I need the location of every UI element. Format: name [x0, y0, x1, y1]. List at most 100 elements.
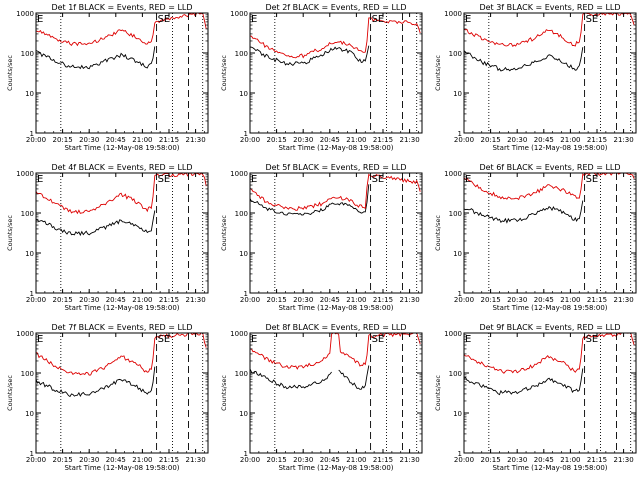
- plot-frame: [463, 172, 637, 294]
- plot-frame: [463, 332, 637, 454]
- x-tick-label: 20:30: [293, 296, 313, 304]
- y-axis-label: Counts/sec: [6, 375, 14, 411]
- x-tick-label: 20:30: [79, 136, 99, 144]
- marker-label: E: [251, 14, 257, 25]
- series-events-line: [249, 365, 370, 390]
- y-axis-label: Counts/sec: [220, 375, 228, 411]
- panel-title: Det 9f BLACK = Events, RED = LLD: [479, 323, 620, 332]
- marker-label: E: [251, 334, 257, 345]
- x-tick-label: 20:15: [481, 456, 501, 464]
- x-tick-label: 21:00: [560, 136, 580, 144]
- y-tick-label: 10: [239, 250, 248, 258]
- series-events-line: [463, 47, 584, 72]
- x-tick-label: 21:00: [132, 456, 152, 464]
- series-lld-line: [463, 332, 635, 374]
- y-tick-label: 10: [239, 410, 248, 418]
- y-tick-label: 10: [453, 250, 462, 258]
- plot-frame: [249, 332, 423, 454]
- y-tick-label: 10: [25, 410, 34, 418]
- y-tick-label: 1: [244, 130, 248, 138]
- panel-title: Det 5f BLACK = Events, RED = LLD: [265, 163, 406, 172]
- x-tick-label: 21:30: [185, 296, 205, 304]
- panel-title: Det 4f BLACK = Events, RED = LLD: [51, 163, 192, 172]
- x-axis-label: Start Time (12-May-08 19:58:00): [64, 144, 179, 152]
- x-tick-label: 20:30: [79, 296, 99, 304]
- y-tick-label: 1000: [230, 170, 248, 178]
- panel-title: Det 6f BLACK = Events, RED = LLD: [479, 163, 620, 172]
- panel-title: Det 8f BLACK = Events, RED = LLD: [265, 323, 406, 332]
- x-tick-label: 20:15: [267, 456, 287, 464]
- series-events-line: [249, 184, 370, 216]
- panel-title: Det 3f BLACK = Events, RED = LLD: [479, 3, 620, 12]
- x-tick-label: 21:30: [399, 456, 419, 464]
- marker-label: SE: [372, 174, 385, 185]
- x-tick-label: 21:15: [587, 296, 607, 304]
- series-events-line: [463, 200, 584, 224]
- x-tick-label: 21:00: [346, 456, 366, 464]
- x-tick-label: 20:45: [106, 296, 126, 304]
- x-tick-label: 20:45: [320, 136, 340, 144]
- x-tick-label: 20:30: [293, 456, 313, 464]
- x-tick-label: 20:45: [106, 456, 126, 464]
- x-tick-label: 20:30: [79, 456, 99, 464]
- marker-label: E: [37, 334, 43, 345]
- x-tick-label: 20:30: [507, 136, 527, 144]
- x-tick-label: 21:00: [560, 456, 580, 464]
- x-tick-label: 21:15: [587, 456, 607, 464]
- y-tick-label: 1: [244, 290, 248, 298]
- y-axis-label: Counts/sec: [220, 55, 228, 91]
- y-tick-label: 100: [235, 370, 248, 378]
- plot-frame: [249, 172, 423, 294]
- y-tick-label: 100: [21, 370, 34, 378]
- series-lld-line: [249, 173, 421, 211]
- x-tick-label: 21:30: [399, 136, 419, 144]
- x-tick-label: 21:00: [560, 296, 580, 304]
- x-axis-label: Start Time (12-May-08 19:58:00): [64, 304, 179, 312]
- y-axis-label: Counts/sec: [6, 55, 14, 91]
- y-axis-label: Counts/sec: [434, 215, 442, 251]
- x-tick-label: 21:15: [159, 456, 179, 464]
- y-tick-label: 100: [21, 210, 34, 218]
- x-tick-label: 21:30: [613, 136, 633, 144]
- y-tick-label: 100: [235, 50, 248, 58]
- y-axis-label: Counts/sec: [6, 215, 14, 251]
- plot-frame: [35, 332, 209, 454]
- x-tick-label: 20:15: [481, 136, 501, 144]
- x-tick-label: 21:30: [185, 456, 205, 464]
- series-lld-line: [35, 12, 207, 47]
- y-tick-label: 10: [239, 90, 248, 98]
- marker-label: E: [465, 334, 471, 345]
- y-tick-label: 1: [458, 130, 462, 138]
- series-lld-line: [249, 332, 421, 370]
- x-tick-label: 21:15: [587, 136, 607, 144]
- y-tick-label: 1: [30, 450, 34, 458]
- x-axis-label: Start Time (12-May-08 19:58:00): [492, 464, 607, 472]
- y-tick-label: 100: [235, 210, 248, 218]
- y-tick-label: 1: [30, 130, 34, 138]
- x-tick-label: 21:15: [373, 136, 393, 144]
- x-tick-label: 20:45: [534, 296, 554, 304]
- y-tick-label: 1000: [16, 170, 34, 178]
- y-tick-label: 10: [453, 90, 462, 98]
- y-tick-label: 1000: [230, 330, 248, 338]
- x-tick-label: 20:00: [454, 456, 474, 464]
- panel-title: Det 1f BLACK = Events, RED = LLD: [51, 3, 192, 12]
- plot-frame: [463, 12, 637, 134]
- x-tick-label: 20:00: [454, 136, 474, 144]
- y-tick-label: 100: [21, 50, 34, 58]
- y-tick-label: 100: [449, 210, 462, 218]
- y-tick-label: 1: [30, 290, 34, 298]
- marker-label: SE: [158, 14, 171, 25]
- marker-label: SE: [372, 14, 385, 25]
- y-axis-label: Counts/sec: [434, 375, 442, 411]
- series-lld-line: [463, 172, 635, 201]
- x-tick-label: 21:00: [346, 136, 366, 144]
- y-tick-label: 1000: [444, 10, 462, 18]
- plot-frame: [249, 12, 423, 134]
- x-tick-label: 21:30: [399, 296, 419, 304]
- y-tick-label: 100: [449, 370, 462, 378]
- y-tick-label: 1: [458, 290, 462, 298]
- x-tick-label: 20:45: [320, 296, 340, 304]
- x-tick-label: 20:45: [320, 456, 340, 464]
